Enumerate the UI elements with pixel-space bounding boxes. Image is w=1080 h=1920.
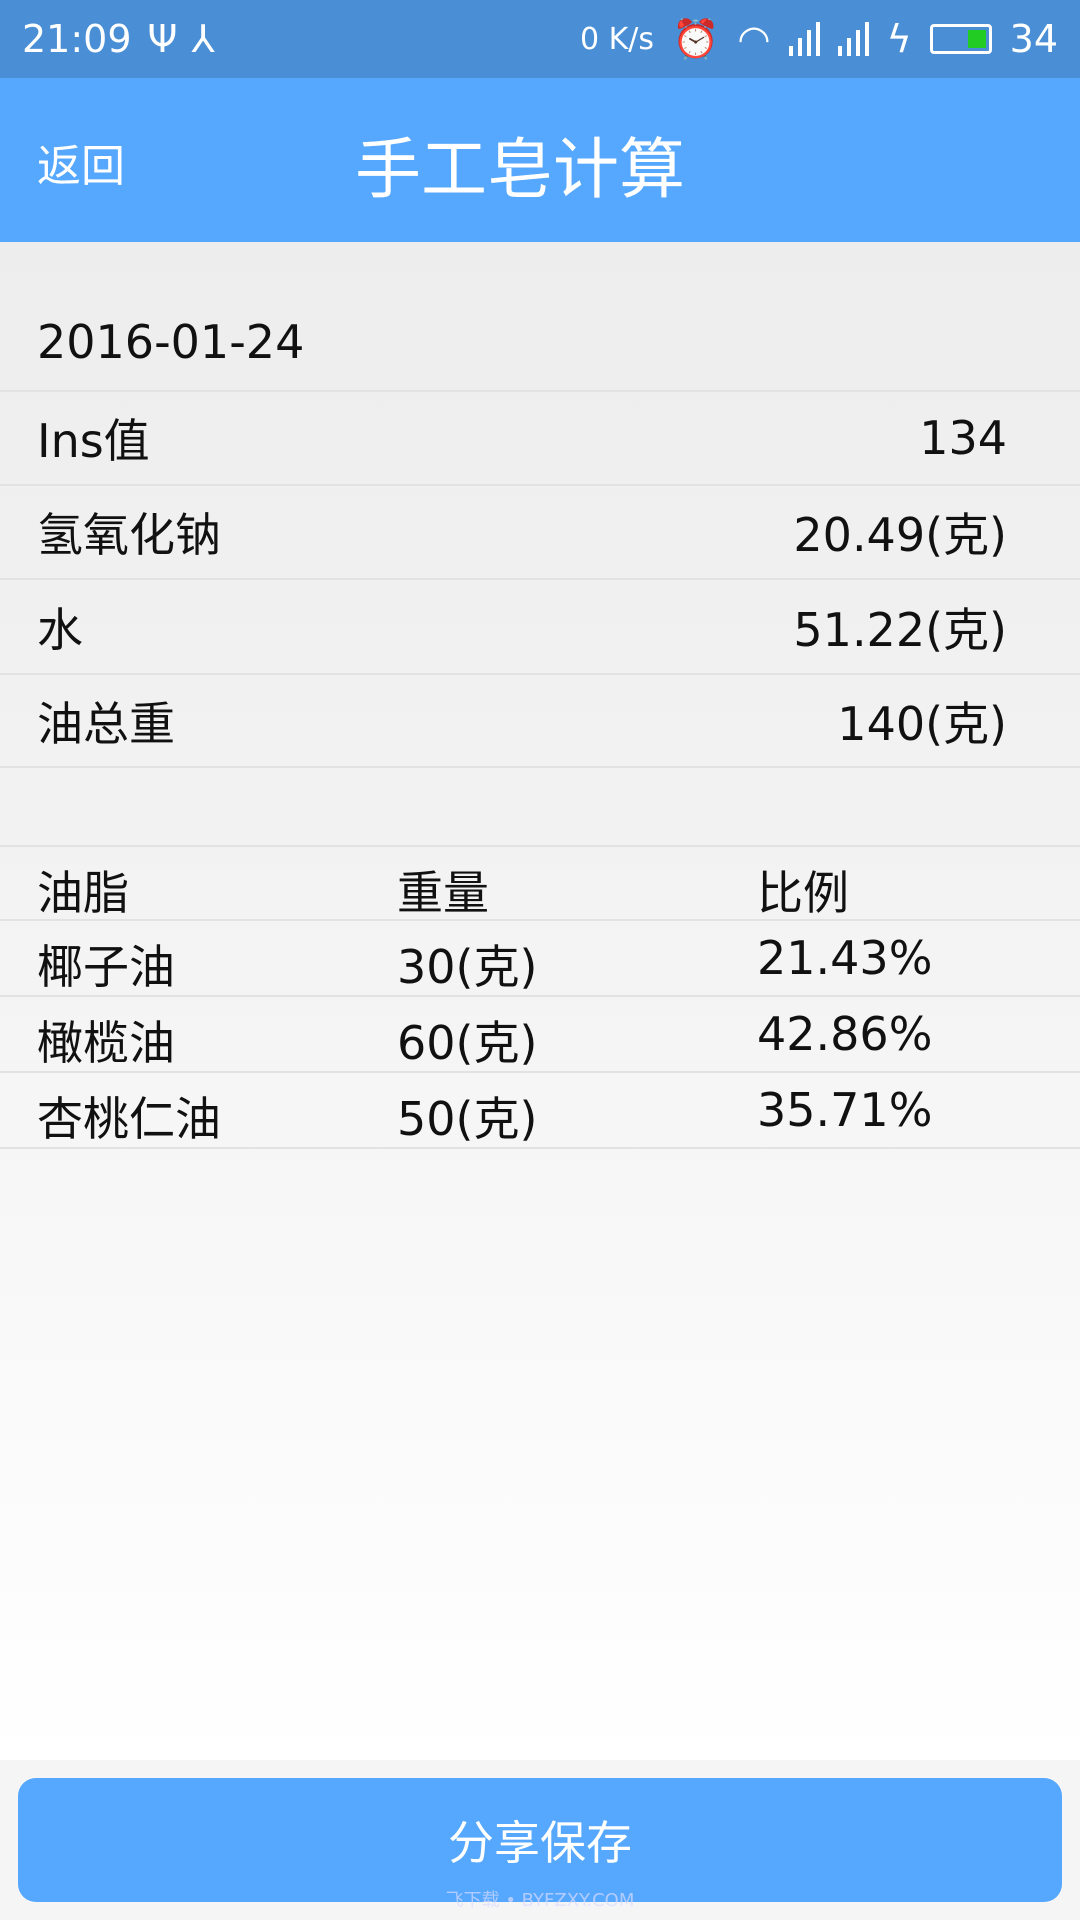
date: 2016-01-24: [37, 315, 305, 369]
summary-row-water: 水 51.22(克): [0, 580, 1080, 675]
4g-signal-icon: [837, 22, 869, 56]
row-value: 140(克): [837, 696, 1007, 751]
column-header: 油脂: [37, 866, 129, 920]
page-title: 手工皂计算: [355, 131, 685, 208]
oil-name: 橄榄油: [37, 1016, 175, 1070]
clock: 21:09: [22, 17, 132, 61]
row-label: 油总重: [37, 696, 175, 751]
oil-ratio: 21.43%: [757, 931, 933, 985]
row-value: 134: [919, 411, 1007, 465]
table-row: 杏桃仁油 50(克) 35.71%: [0, 1073, 1080, 1149]
date-row: 2016-01-24: [0, 242, 1080, 392]
app-header: 返回 手工皂计算: [0, 78, 1080, 242]
status-bar: 21:09 Ψ ⅄ 0 K/s ⏰ ◠ ϟ 34: [0, 0, 1080, 78]
oil-name: 椰子油: [37, 940, 175, 994]
charging-icon: ϟ: [886, 17, 912, 61]
row-label: Ins值: [37, 414, 150, 468]
summary-row-oil-total: 油总重 140(克): [0, 675, 1080, 768]
usb-icon: Ψ: [147, 17, 178, 61]
alarm-icon: ⏰: [672, 16, 720, 61]
share-save-button[interactable]: 分享保存: [18, 1778, 1062, 1902]
oil-ratio: 35.71%: [757, 1083, 933, 1137]
oil-ratio: 42.86%: [757, 1007, 933, 1061]
oil-table-header: 油脂 重量 比例: [0, 845, 1080, 921]
row-label: 水: [37, 602, 83, 657]
row-value: 20.49(克): [793, 508, 1007, 562]
watermark: 飞下载 • BYFZXY.COM: [445, 1890, 635, 1911]
back-button[interactable]: 返回: [37, 141, 125, 192]
summary-row-naoh: 氢氧化钠 20.49(克): [0, 486, 1080, 580]
oil-weight: 50(克): [397, 1092, 538, 1146]
footer: 分享保存: [0, 1760, 1080, 1920]
net-speed: 0 K/s: [580, 21, 655, 57]
row-label: 氢氧化钠: [37, 508, 221, 562]
row-value: 51.22(克): [793, 602, 1007, 657]
share-icon: ⅄: [191, 17, 215, 61]
signal-icon: [788, 22, 820, 56]
battery-icon: [929, 24, 992, 54]
battery-level: 34: [1009, 17, 1058, 61]
column-header: 重量: [397, 866, 489, 920]
oil-name: 杏桃仁油: [37, 1092, 221, 1146]
column-header: 比例: [757, 866, 849, 920]
table-row: 椰子油 30(克) 21.43%: [0, 921, 1080, 997]
oil-weight: 60(克): [397, 1016, 538, 1070]
summary-row-ins: Ins值 134: [0, 392, 1080, 486]
oil-weight: 30(克): [397, 940, 538, 994]
wifi-icon: ◠: [737, 17, 771, 61]
table-row: 橄榄油 60(克) 42.86%: [0, 997, 1080, 1073]
